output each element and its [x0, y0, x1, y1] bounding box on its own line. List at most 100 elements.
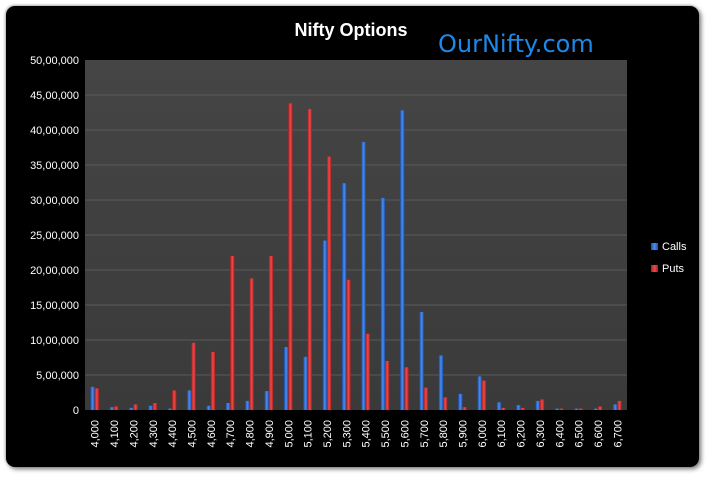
bar-puts-18	[443, 397, 448, 410]
bar-puts-25	[578, 408, 583, 410]
grid-lines	[85, 94, 627, 376]
y-tick-label: 30,00,000	[30, 195, 79, 207]
x-tick-label: 4,000	[90, 420, 102, 448]
x-tick-label: 5,000	[283, 420, 295, 448]
x-tick-label: 5,700	[419, 420, 431, 448]
chart-frame: 0 5,00,000 10,00,000 15,00,000 20,00,000 25,0…	[6, 6, 699, 467]
x-tick-label: 4,900	[264, 420, 276, 448]
legend-swatch-puts	[651, 265, 658, 272]
legend: Calls Puts	[651, 241, 687, 275]
bar-calls-8	[245, 400, 250, 410]
bar-calls-1	[109, 407, 115, 410]
x-tick-label: 5,100	[303, 420, 315, 448]
x-tick-label: 4,600	[206, 420, 218, 448]
bar-calls-19	[458, 393, 463, 410]
x-tick-label: 5,300	[341, 420, 353, 448]
y-axis-ticks: 0 5,00,000 10,00,000 15,00,000 20,00,000 25,0…	[30, 55, 79, 417]
bar-puts-8	[249, 278, 254, 410]
legend-label-calls: Calls	[662, 241, 687, 253]
bar-calls-7	[225, 403, 231, 410]
x-axis-ticks: 4,000 4,100 4,200 4,300 4,400 4,500 4,600 4,700…	[90, 420, 625, 448]
x-tick-label: 6,100	[496, 420, 508, 448]
bar-calls-12	[322, 240, 327, 410]
x-tick-label: 4,700	[225, 420, 237, 448]
x-tick-label: 5,900	[457, 420, 469, 448]
y-tick-label: 50,00,000	[30, 55, 79, 67]
x-tick-label: 5,200	[322, 420, 334, 448]
x-tick-label: 6,400	[554, 420, 566, 448]
bar-calls-6	[206, 405, 211, 410]
bar-puts-16	[404, 367, 409, 410]
bar-calls-10	[283, 347, 289, 410]
y-tick-label: 25,00,000	[30, 230, 79, 242]
bar-puts-10	[288, 103, 293, 411]
bar-calls-26	[593, 408, 598, 410]
bar-calls-16	[400, 110, 405, 411]
bar-calls-24	[554, 408, 560, 410]
bars	[90, 103, 622, 411]
bar-calls-14	[361, 141, 366, 410]
bar-calls-22	[516, 405, 521, 410]
x-tick-label: 5,800	[438, 420, 450, 448]
legend-swatch-calls	[651, 243, 658, 250]
bar-calls-0	[90, 386, 95, 410]
bar-puts-2	[133, 404, 138, 410]
y-tick-label: 0	[73, 405, 79, 417]
bar-puts-7	[230, 256, 235, 410]
watermark-text: OurNifty.com	[438, 30, 594, 58]
legend-label-puts: Puts	[662, 263, 685, 275]
bar-calls-25	[574, 408, 579, 410]
y-tick-label: 35,00,000	[30, 160, 79, 172]
y-tick-label: 40,00,000	[30, 125, 79, 137]
y-tick-label: 20,00,000	[30, 265, 79, 277]
bar-puts-20	[481, 380, 487, 410]
x-tick-label: 6,200	[516, 420, 528, 448]
bar-puts-1	[114, 406, 119, 410]
bar-puts-26	[597, 406, 603, 410]
bar-puts-12	[326, 156, 332, 410]
bar-puts-0	[94, 388, 99, 410]
bar-puts-15	[385, 361, 390, 410]
bar-puts-22	[520, 407, 525, 410]
x-tick-label: 4,500	[186, 420, 198, 448]
bar-calls-23	[535, 400, 540, 410]
x-tick-label: 4,200	[128, 420, 140, 448]
x-tick-label: 4,800	[245, 420, 257, 448]
x-tick-label: 5,500	[380, 420, 392, 448]
x-tick-label: 5,400	[361, 420, 373, 448]
y-tick-label: 15,00,000	[30, 300, 79, 312]
bar-calls-18	[438, 355, 444, 410]
bar-puts-13	[346, 279, 351, 410]
bar-calls-15	[380, 197, 386, 410]
bar-puts-24	[559, 408, 564, 410]
bar-puts-4	[172, 390, 177, 410]
bar-calls-2	[129, 407, 134, 410]
x-tick-label: 6,500	[574, 420, 586, 448]
bar-calls-20	[477, 376, 482, 410]
bar-calls-27	[613, 404, 618, 410]
bar-puts-9	[268, 256, 274, 410]
y-tick-label: 45,00,000	[30, 90, 79, 102]
x-tick-label: 4,400	[167, 420, 179, 448]
chart-title: Nifty Options	[295, 20, 408, 40]
x-tick-label: 4,100	[109, 420, 121, 448]
x-tick-label: 4,300	[148, 420, 160, 448]
bar-calls-3	[148, 405, 153, 410]
bar-calls-11	[303, 356, 308, 410]
bar-puts-21	[501, 407, 506, 410]
x-tick-label: 6,300	[535, 420, 547, 448]
bar-puts-27	[617, 400, 622, 410]
bar-puts-14	[365, 333, 370, 410]
bar-puts-6	[210, 351, 216, 410]
bar-calls-21	[496, 402, 502, 410]
bar-puts-11	[307, 109, 312, 410]
bar-calls-4	[167, 408, 173, 410]
bar-calls-13	[342, 183, 347, 410]
bar-puts-5	[191, 342, 196, 410]
chart-svg: 0 5,00,000 10,00,000 15,00,000 20,00,000 25,0…	[30, 20, 687, 448]
bar-calls-17	[419, 312, 424, 410]
bar-calls-9	[264, 391, 269, 410]
y-tick-label: 5,00,000	[36, 370, 79, 382]
bar-puts-19	[462, 407, 467, 410]
x-tick-label: 6,700	[612, 420, 624, 448]
